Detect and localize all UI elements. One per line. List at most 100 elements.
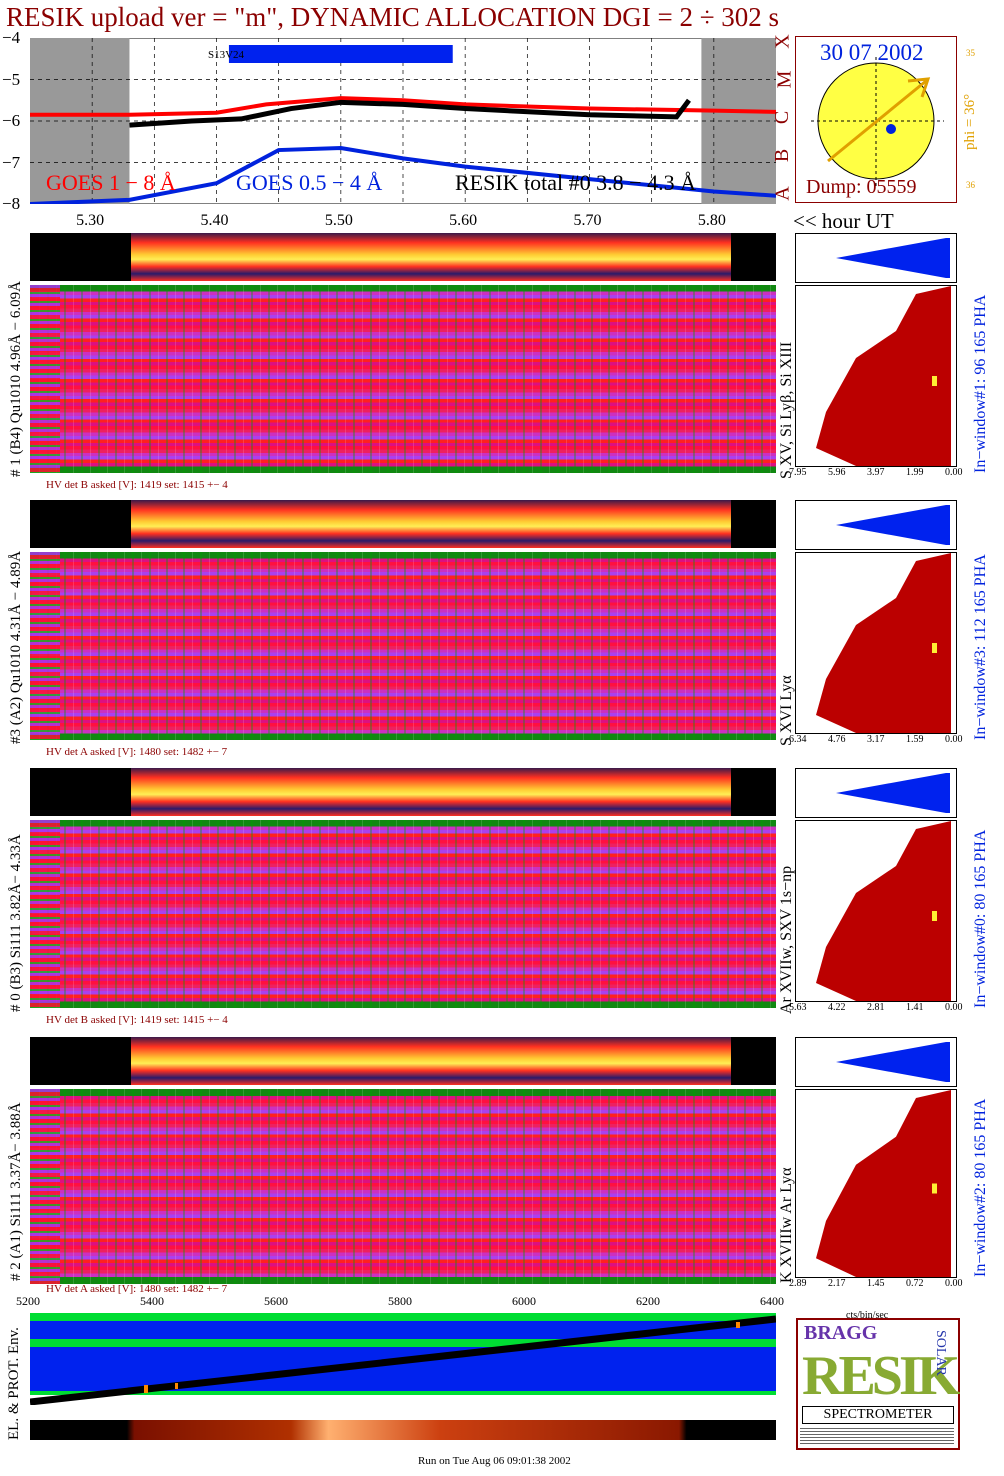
wavelength-tick-label: 5200 [16,1294,40,1308]
panel-label: #3 (A2) Qu1010 4.31Å − 4.89Å [8,550,24,744]
panel-right-label: K XVIIIw Ar Lyα [778,1167,795,1283]
y-tick-label: −5 [2,69,21,89]
pha-tick-label: 3.97 [867,467,885,478]
hour-axis-label: << hour UT [793,209,894,233]
pha-tick-label: 2.17 [828,1278,846,1289]
spectrum-upper-panel [30,500,776,548]
hour-tick-label: 5.40 [200,212,229,229]
in-window-label: In−window#3: 112 165 PHA [972,554,989,740]
page-title: RESIK upload ver = "m", DYNAMIC ALLOCATI… [6,2,780,32]
pha-tick-label: 0.00 [945,1278,963,1289]
pha-tick-label: 1.41 [906,1002,924,1013]
pha-tick-label: 6.34 [789,734,807,745]
pha-lower [795,285,957,467]
wavelength-tick-label: 5600 [264,1294,288,1308]
spectrum-lower-panel [30,820,776,1008]
env-strip [30,1420,776,1440]
bar-label: S13V24 [208,49,245,61]
logo-bragg: BRAGG [804,1322,878,1344]
spectrum-lower-panel [30,552,776,740]
hour-tick-label: 5.60 [449,212,478,229]
cts-label: cts/bin/sec [846,1310,889,1321]
series-line-2 [129,98,691,128]
dump-label: Dump: 05559 [806,176,917,198]
env-panel [30,1313,776,1405]
pha-tick-label: 1.45 [867,1278,885,1289]
panel-right-label: Ar XVIIw, SXV 1s−np [778,865,795,1014]
goes-class-B: B [771,148,794,163]
hour-tick-label: 5.50 [324,212,353,229]
pha-upper [795,768,957,818]
pha-lower [795,552,957,734]
phi-small-bottom: 36 [966,180,975,190]
pha-tick-label: 4.76 [828,734,846,745]
date-label: 30 07 2002 [820,40,924,65]
pha-tick-label: 2.81 [867,1002,885,1013]
env-label: EL. & PROT. Env. [6,1327,22,1440]
pha-tick-label: 1.99 [906,467,924,478]
interval-bar [228,45,453,63]
hv-line: HV det B asked [V]: 1419 set: 1415 +− 4 [46,479,228,491]
goes-class-X: X [771,34,794,49]
spectrum-upper-panel [30,1037,776,1085]
spectrum-upper-panel [30,233,776,281]
goes-red-label: GOES 1 − 8 Å [46,170,176,195]
wavelength-tick-label: 6200 [636,1294,660,1308]
sun-box [795,36,957,203]
pha-tick-label: 0.00 [945,1002,963,1013]
series-line-0 [30,96,776,117]
goes-class-M: M [773,70,796,89]
pha-upper [795,1037,957,1087]
phi-label: phi = 36° [962,93,978,150]
panel-right-label: S XV, Si Lyβ, Si XIII [778,341,795,479]
wavelength-tick-label: 5800 [388,1294,412,1308]
pha-upper [795,233,957,283]
hour-tick-label: 5.70 [573,212,602,229]
logo-solar: SOLAR [933,1330,948,1376]
pha-upper [795,500,957,550]
spectrum-lower-panel [30,285,776,473]
y-tick-label: −7 [2,152,21,172]
pha-tick-label: 0.72 [906,1278,924,1289]
pha-tick-label: 0.00 [945,467,963,478]
y-tick-label: −4 [2,28,21,47]
hour-tick-label: 5.30 [76,212,105,229]
goes-class-letters: X M C B A [771,30,796,200]
hv-line: HV det A asked [V]: 1480 set: 1482 +− 7 [46,1283,228,1295]
resik-logo: BRAGG RESIK SOLAR SPECTROMETER [796,1318,960,1450]
pha-lower [795,820,957,1002]
logo-fine-print [800,1426,954,1444]
pha-tick-label: 7.95 [789,467,807,478]
spectrum-lower-panel [30,1089,776,1284]
hv-line: HV det B asked [V]: 1419 set: 1415 +− 4 [46,1014,228,1026]
in-window-label: In−window#2: 80 165 PHA [972,1098,989,1277]
panel-label: # 1 (B4) Qu1010 4.96Å − 6.09Å [8,281,24,477]
light-curve-chart [30,38,776,204]
hour-tick-label: 5.80 [697,212,726,229]
y-tick-label: −8 [2,194,21,213]
resik-total-label: RESIK total #0 3.8 − 4.3 Å [455,170,696,195]
pha-tick-label: 3.17 [867,734,885,745]
pha-tick-label: 2.89 [789,1278,807,1289]
hv-line: HV det A asked [V]: 1480 set: 1482 +− 7 [46,746,228,758]
goes-blue-label: GOES 0.5 − 4 Å [236,170,383,195]
pha-tick-label: 1.59 [906,734,924,745]
pha-tick-label: 5.96 [828,467,846,478]
logo-spectrometer: SPECTROMETER [802,1406,954,1424]
footer: Run on Tue Aug 06 09:01:38 2002 [418,1455,571,1467]
goes-class-C: C [771,110,794,125]
in-window-label: In−window#0: 80 165 PHA [972,829,989,1008]
goes-class-A: A [771,186,794,201]
phi-small-top: 35 [966,48,975,58]
pha-lower [795,1089,957,1278]
pha-tick-label: 0.00 [945,734,963,745]
spectrum-upper-panel [30,768,776,816]
series-line-1 [30,145,776,204]
wavelength-tick-label: 5400 [140,1294,164,1308]
wavelength-tick-label: 6400 [760,1294,784,1308]
sun-disc [811,57,944,187]
panel-label: # 0 (B3) Si111 3.82Å− 4.33Å [8,834,24,1012]
y-tick-label: −6 [2,111,21,130]
pha-tick-label: 4.22 [828,1002,846,1013]
logo-resik: RESIK [802,1345,960,1407]
